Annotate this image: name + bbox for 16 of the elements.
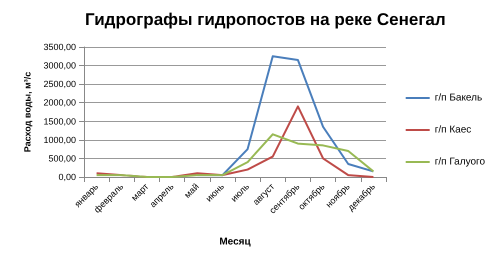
- legend-label: г/п Галуого: [434, 156, 486, 168]
- y-tick-label: 3500,00: [43, 42, 76, 52]
- legend-label: г/п Бакель: [434, 92, 482, 104]
- y-tick-label: 2500,00: [43, 79, 76, 90]
- legend-label: г/п Каес: [434, 124, 472, 136]
- y-tick-label: 500,00: [48, 153, 76, 164]
- chart-title: Гидрографы гидропостов на реке Сенегал: [85, 10, 446, 29]
- y-tick-label: 0,00: [58, 172, 76, 182]
- y-tick-label: 3000,00: [43, 60, 76, 71]
- y-tick-label: 2000,00: [43, 98, 76, 108]
- x-axis-title: Месяц: [219, 236, 252, 248]
- y-axis-title: Расход воды, м³/с: [22, 72, 32, 152]
- y-tick-label: 1000,00: [43, 134, 76, 145]
- x-tick-label: май: [182, 181, 201, 200]
- y-tick-label: 1500,00: [43, 116, 76, 126]
- line-series: [96, 133, 374, 178]
